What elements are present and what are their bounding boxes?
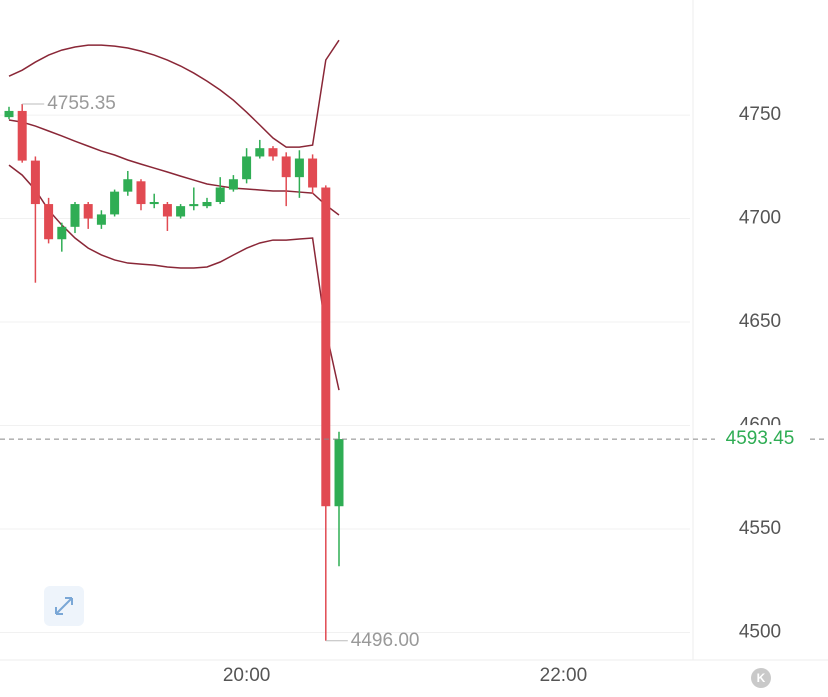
candle-body xyxy=(110,191,120,215)
candle-body xyxy=(149,201,159,205)
y-tick-label: 4700 xyxy=(739,208,781,229)
x-tick-label: 22:00 xyxy=(540,665,588,686)
x-tick-label: 20:00 xyxy=(223,665,271,686)
candle-body xyxy=(17,110,27,161)
candle-body xyxy=(70,204,80,227)
expand-button[interactable] xyxy=(44,586,84,626)
candle-body xyxy=(189,204,199,207)
candle-body xyxy=(30,160,40,205)
candle-body xyxy=(308,158,318,188)
candle-body xyxy=(96,214,106,225)
candle-body xyxy=(202,201,212,207)
badge-circle[interactable] xyxy=(751,668,771,688)
candle-body xyxy=(123,179,133,192)
candle-body xyxy=(215,187,225,202)
candle-body xyxy=(176,206,186,217)
candle-body xyxy=(242,156,252,180)
candle-body xyxy=(321,187,331,507)
badge-text[interactable]: K xyxy=(757,671,766,685)
bollinger-band xyxy=(8,39,340,148)
candle-body xyxy=(44,204,54,240)
y-tick-label: 4750 xyxy=(739,104,781,125)
bollinger-band xyxy=(8,119,340,216)
candle-body xyxy=(83,204,93,219)
candle-body xyxy=(162,204,172,217)
candle-body xyxy=(136,181,146,205)
candle-body xyxy=(268,148,278,157)
last-price-bg xyxy=(715,425,810,454)
candle-body xyxy=(334,439,344,507)
candle-body xyxy=(294,158,304,178)
y-tick-label: 4550 xyxy=(739,518,781,539)
expand-icon xyxy=(55,597,73,615)
last-price-label: 4593.45 xyxy=(726,428,795,449)
annotation-label: 4755.35 xyxy=(47,93,116,114)
y-tick-label: 4650 xyxy=(739,311,781,332)
candle-body xyxy=(228,179,238,190)
candle-body xyxy=(57,226,67,240)
candle-body xyxy=(4,110,14,118)
candle-body xyxy=(281,156,291,178)
y-tick-label: 4500 xyxy=(739,621,781,642)
annotation-label: 4496.00 xyxy=(351,630,420,651)
candle-body xyxy=(255,148,265,157)
